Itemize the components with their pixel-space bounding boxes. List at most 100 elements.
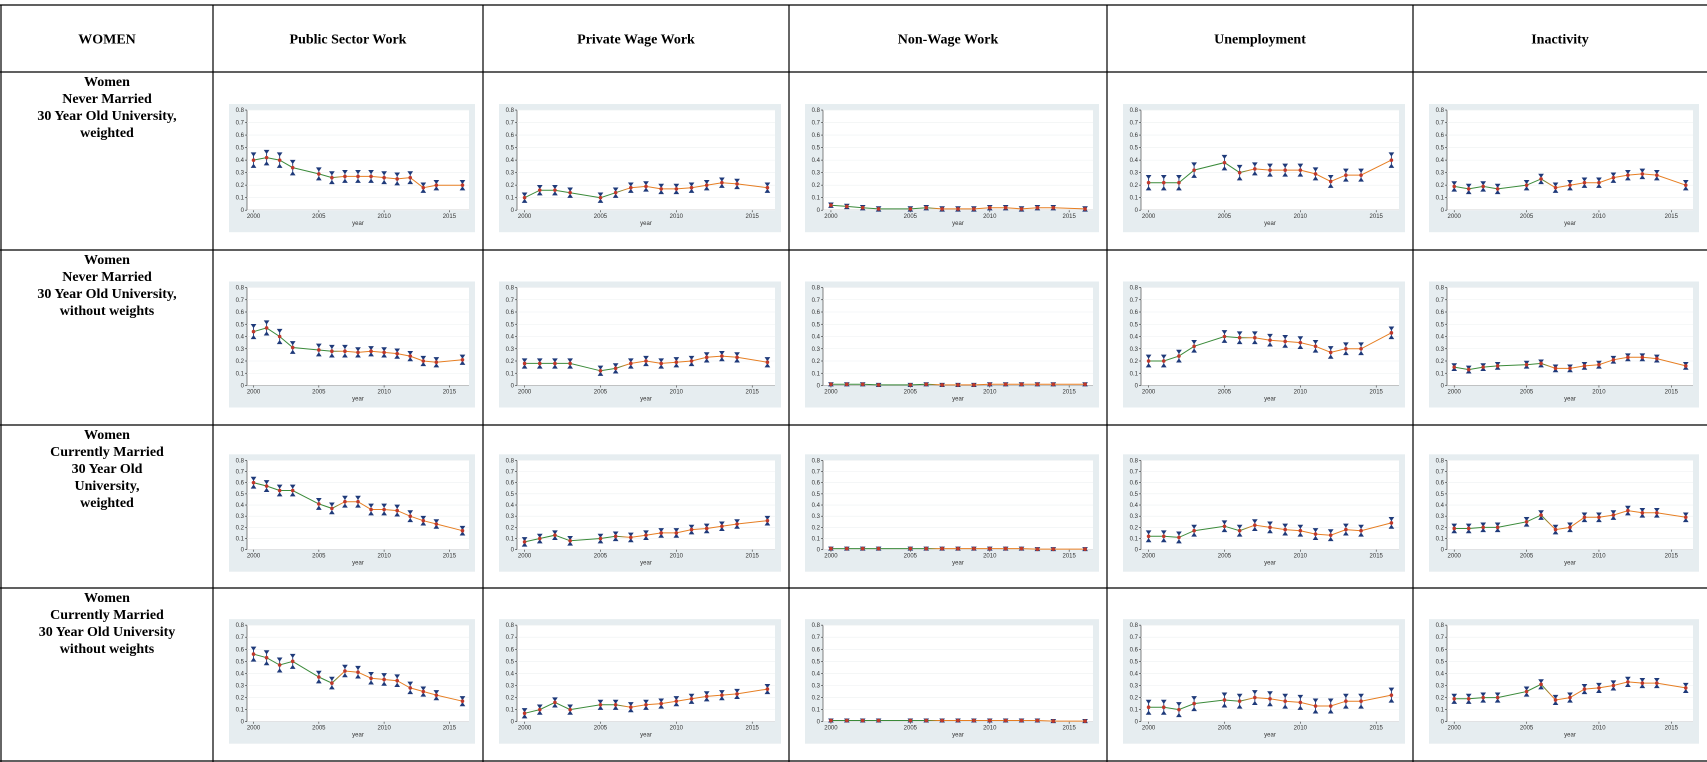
point xyxy=(317,172,321,176)
y-tick-label: 0.3 xyxy=(812,514,821,520)
x-tick-label: 2010 xyxy=(377,390,391,396)
point xyxy=(765,360,770,365)
y-tick-label: 0.5 xyxy=(236,322,245,328)
point xyxy=(1083,719,1087,723)
point xyxy=(434,522,439,526)
point xyxy=(1466,696,1471,701)
y-tick-label: 0.3 xyxy=(1130,171,1139,177)
point xyxy=(1553,366,1558,371)
point xyxy=(1481,695,1485,700)
y-tick-label: 0.6 xyxy=(506,310,515,316)
x-axis-label: year xyxy=(640,561,652,567)
error-bar xyxy=(1267,691,1273,707)
point xyxy=(421,518,426,523)
point xyxy=(1626,173,1630,177)
error-bar xyxy=(719,177,725,188)
y-tick-label: 0.1 xyxy=(812,537,821,543)
point xyxy=(940,207,944,211)
error-bar xyxy=(315,497,322,510)
point xyxy=(382,175,386,180)
point xyxy=(1003,718,1008,723)
point xyxy=(1359,528,1363,533)
point xyxy=(290,659,295,664)
point xyxy=(1161,180,1166,185)
y-tick-label: 0.7 xyxy=(812,298,821,304)
error-bar xyxy=(1610,510,1617,520)
point xyxy=(1359,173,1363,177)
point xyxy=(876,718,881,723)
x-tick-label: 2000 xyxy=(247,390,261,396)
x-tick-label: 2005 xyxy=(594,554,608,560)
y-tick-label: 0.8 xyxy=(812,286,821,292)
x-tick-label: 2015 xyxy=(746,214,760,220)
point xyxy=(629,361,633,366)
point xyxy=(1051,205,1056,210)
y-tick-label: 0.7 xyxy=(236,470,245,476)
point xyxy=(1683,183,1688,187)
point xyxy=(251,652,256,656)
point xyxy=(1611,357,1616,362)
point xyxy=(1655,681,1659,685)
y-tick-label: 0.6 xyxy=(1130,647,1139,653)
x-tick-label: 2000 xyxy=(518,214,532,220)
y-tick-label: 0.6 xyxy=(812,133,821,139)
point xyxy=(1539,682,1543,687)
y-tick-label: 0.7 xyxy=(1130,298,1139,304)
x-tick-label: 2010 xyxy=(670,554,684,560)
column-header: Public Sector Work xyxy=(290,33,407,48)
point xyxy=(1524,183,1529,187)
chart-panel: 0 0.1 0.2 0.3 0.4 0.5 0.6 0.7 0.8 2000 2005 2010 201… xyxy=(805,281,1099,408)
y-tick-label: 0.4 xyxy=(506,158,515,164)
point xyxy=(689,185,694,190)
point xyxy=(720,524,724,529)
x-tick-label: 2005 xyxy=(1218,726,1232,732)
y-tick-label: 0.1 xyxy=(1130,537,1139,543)
y-tick-label: 0.1 xyxy=(1130,708,1139,714)
y-tick-label: 0.2 xyxy=(1436,696,1445,702)
point xyxy=(704,694,709,699)
point xyxy=(434,693,439,697)
x-tick-label: 2000 xyxy=(247,726,261,732)
y-tick-label: 0.6 xyxy=(812,647,821,653)
x-tick-label: 2000 xyxy=(247,554,261,560)
point xyxy=(1051,547,1056,551)
chart-panel: 0 0.1 0.2 0.3 0.4 0.5 0.6 0.7 0.8 2000 2005 2010 201… xyxy=(499,454,781,572)
point xyxy=(369,349,373,354)
point xyxy=(1611,175,1616,180)
point xyxy=(1237,528,1242,533)
y-tick-label: 0.1 xyxy=(236,708,245,714)
y-tick-label: 0 xyxy=(511,384,515,390)
point xyxy=(330,349,334,354)
point xyxy=(1146,534,1151,539)
x-tick-label: 2005 xyxy=(312,214,326,220)
x-axis-label: year xyxy=(1564,397,1576,403)
y-tick-label: 0.3 xyxy=(812,171,821,177)
y-tick-label: 0.4 xyxy=(812,503,821,509)
point xyxy=(1003,205,1008,210)
chart-panel: 0 0.1 0.2 0.3 0.4 0.5 0.6 0.7 0.8 2000 2005 2010 201… xyxy=(1123,454,1405,572)
y-tick-label: 0.2 xyxy=(1436,359,1445,365)
point xyxy=(1051,719,1056,723)
point xyxy=(860,546,865,551)
point xyxy=(1539,361,1543,366)
x-tick-label: 2000 xyxy=(1448,554,1462,560)
point xyxy=(1655,511,1659,515)
point xyxy=(1481,365,1485,369)
y-tick-label: 0.4 xyxy=(1436,671,1445,677)
y-tick-label: 0.8 xyxy=(236,108,245,114)
y-tick-label: 0.3 xyxy=(1130,347,1139,353)
point xyxy=(644,184,648,189)
x-tick-label: 2010 xyxy=(1592,554,1606,560)
y-tick-label: 0.5 xyxy=(1436,659,1445,665)
x-axis-label: year xyxy=(640,221,652,227)
point xyxy=(1192,701,1196,706)
x-tick-label: 2010 xyxy=(377,214,391,220)
point xyxy=(408,175,413,180)
point xyxy=(924,718,929,723)
point xyxy=(1640,355,1645,360)
point xyxy=(956,207,960,211)
point xyxy=(1389,693,1394,697)
point xyxy=(1481,184,1485,189)
x-tick-label: 2015 xyxy=(1370,214,1384,220)
